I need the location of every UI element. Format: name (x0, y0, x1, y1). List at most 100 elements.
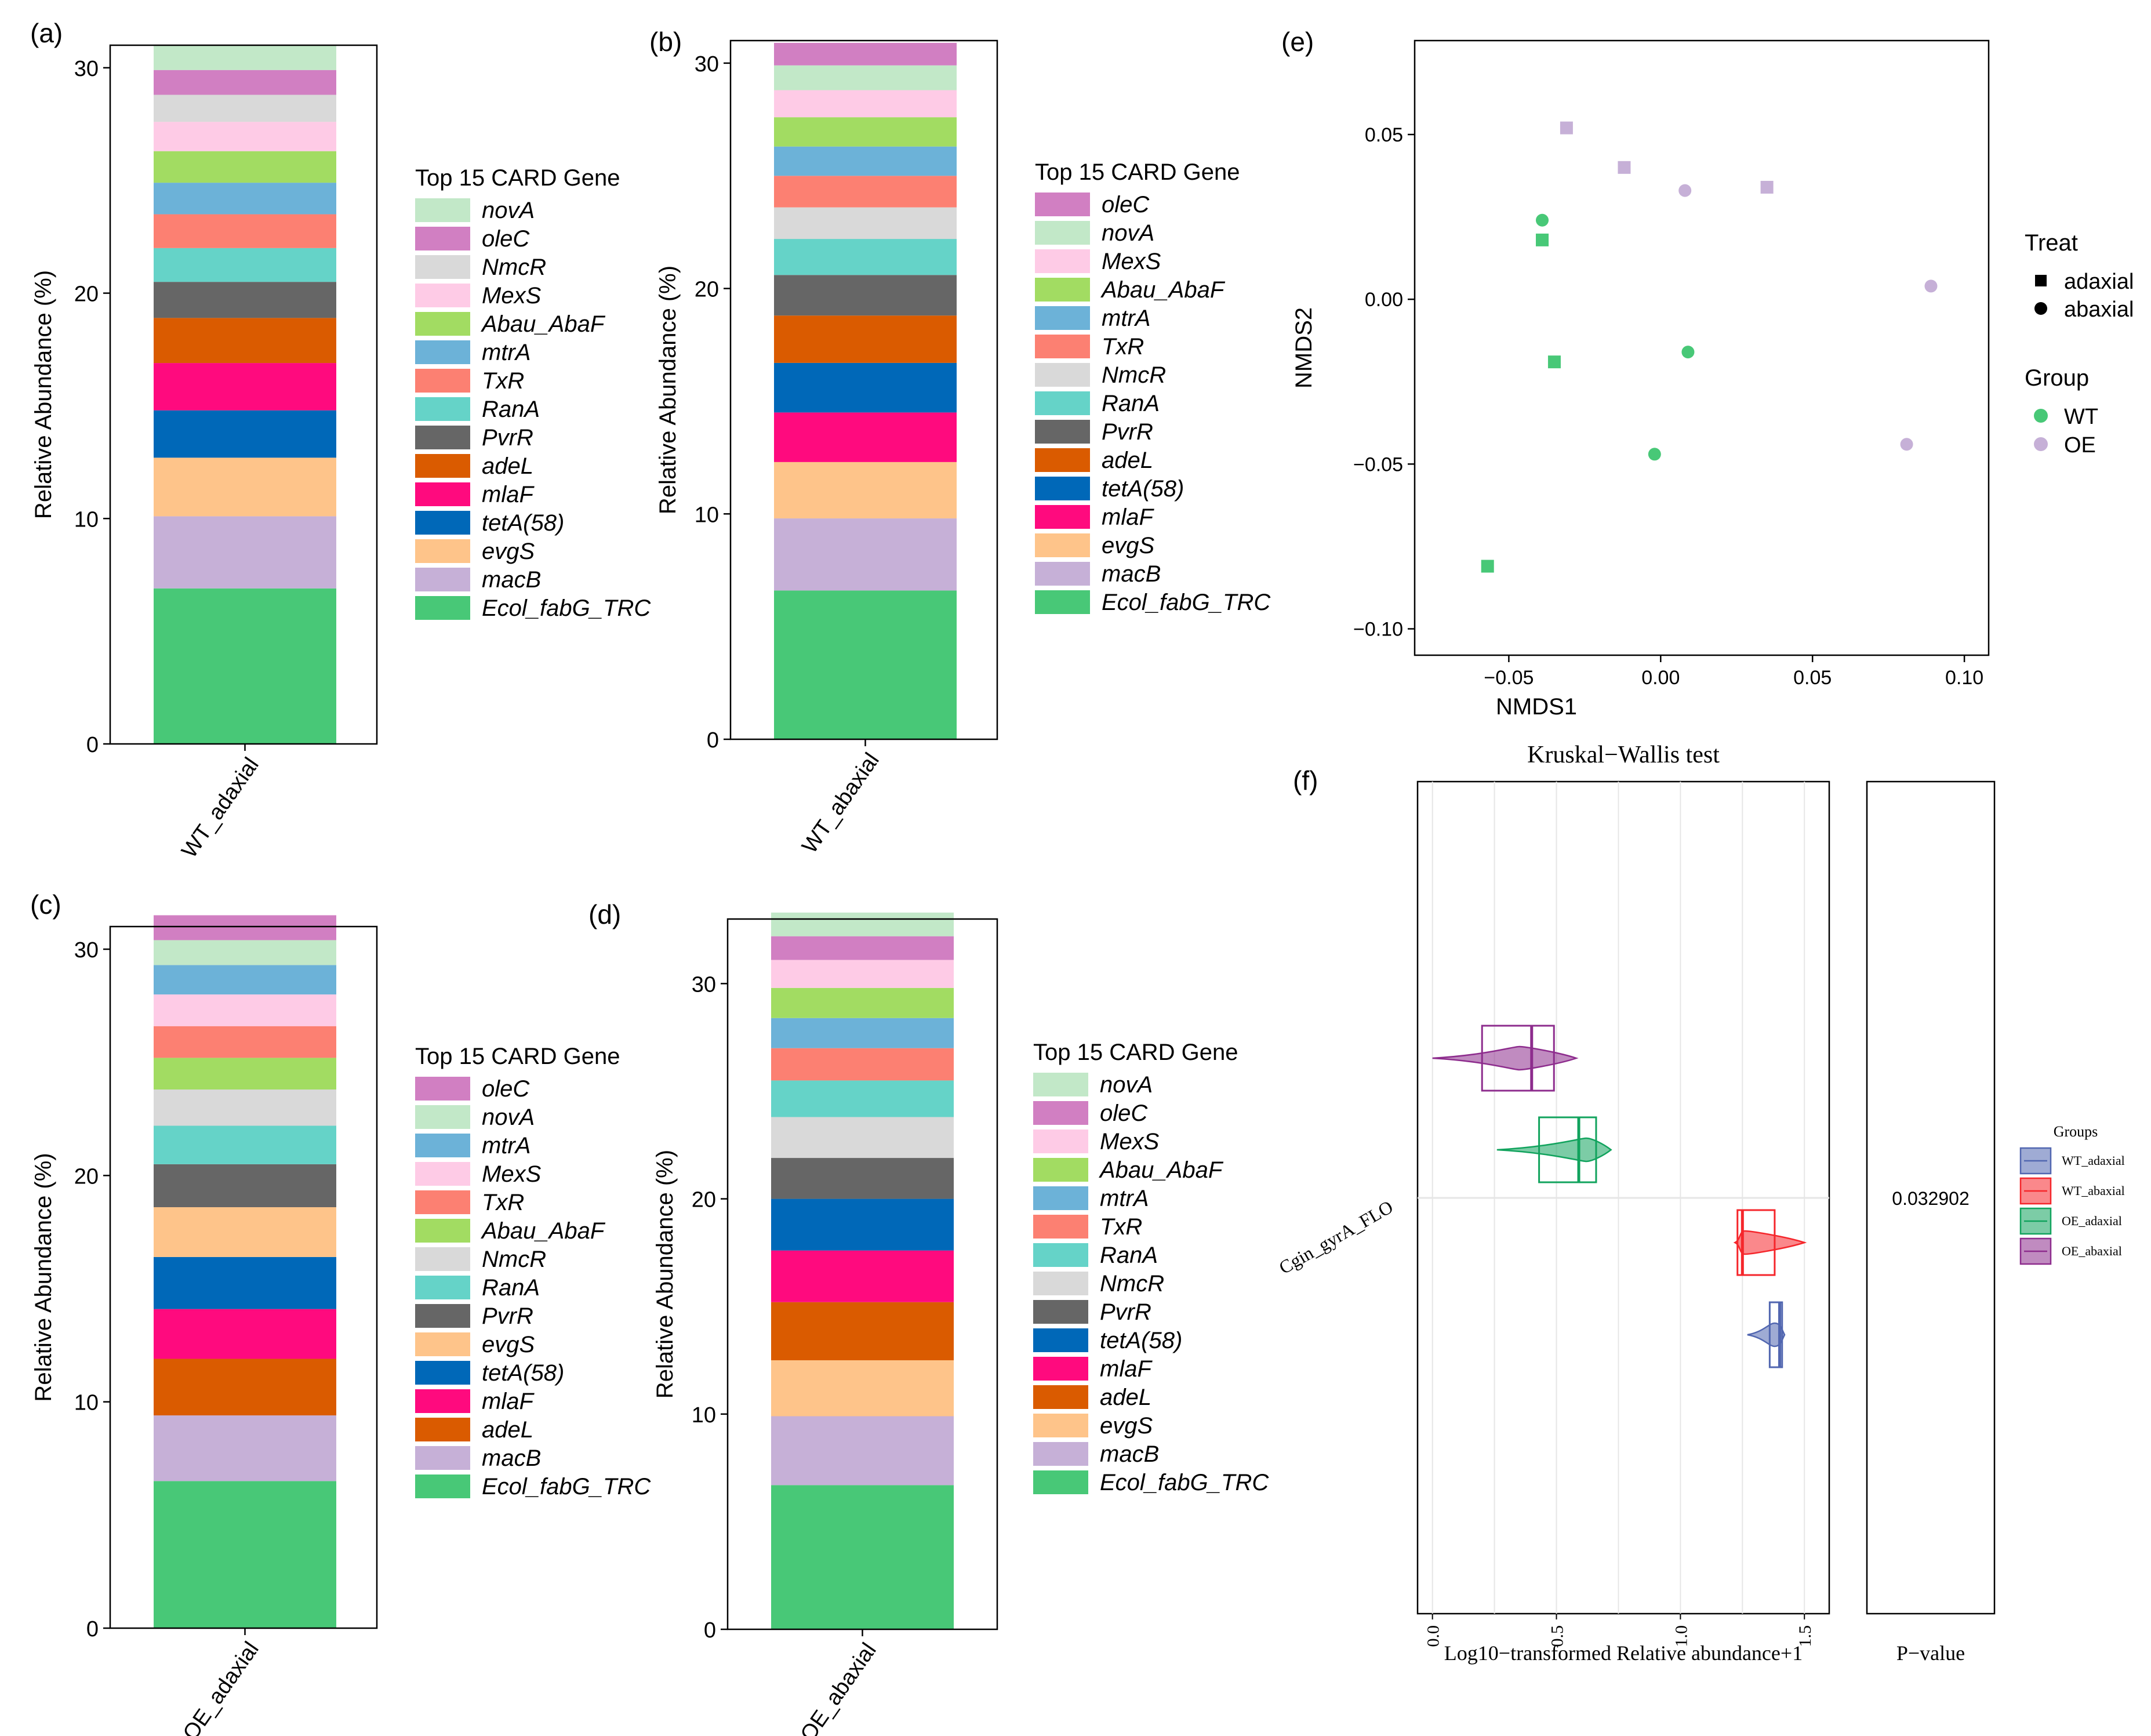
legend-swatch-adeL (1033, 1385, 1088, 1409)
bar-segment-TxR (774, 176, 957, 208)
legend-title: Top 15 CARD Gene (415, 165, 620, 191)
legend-swatch-mlaF (415, 482, 470, 506)
bar-segment-mtrA (154, 183, 336, 215)
legend-label-Abau_AbaF: Abau_AbaF (1099, 1157, 1224, 1183)
legend-label-NmcR: NmcR (482, 1247, 546, 1272)
legend-label-RanA: RanA (482, 1275, 540, 1301)
group-OE_abaxial (1432, 1025, 1579, 1092)
x-category-label: OE_abaxial (796, 1639, 881, 1736)
legend-swatch-adeL (415, 1418, 470, 1441)
violin-shape (1432, 1045, 1579, 1071)
legend-swatch-mlaF (415, 1389, 470, 1413)
plot-frame (109, 925, 378, 1629)
legend-swatch-mtrA (415, 1134, 470, 1157)
panel-label: (c) (30, 889, 61, 920)
legend-swatch-macB (1035, 562, 1090, 586)
legend-swatch-TxR (415, 1190, 470, 1214)
legend-square-marker (2035, 275, 2047, 286)
x-tick-label: 0.05 (1793, 667, 1832, 689)
legend-group-marker (2034, 409, 2048, 423)
y-axis-label: Relative Abundance (%) (652, 1150, 678, 1399)
legend-label-tetA(58): tetA(58) (1102, 476, 1184, 502)
legend-swatch-PvrR (415, 1304, 470, 1328)
bar-segment-Ecol_fabG_TRC (771, 1485, 954, 1629)
legend-label-tetA(58): tetA(58) (482, 1360, 564, 1386)
bar-segment-mtrA (154, 965, 336, 995)
legend-swatch-oleC (415, 227, 470, 250)
legend-swatch-Abau_AbaF (415, 312, 470, 336)
point-WT-abaxial (1536, 213, 1549, 227)
bar-segment-mlaF (771, 1250, 954, 1302)
legend-label-PvrR: PvrR (1100, 1299, 1151, 1325)
panel-f-box-violin: (f) Kruskal−Wallis test 0.0 0.5 1.0 1.5Log10−… (1276, 742, 2125, 1665)
legend-swatch-Ecol_fabG_TRC (1035, 590, 1090, 614)
x-category-label: OE_adaxial (179, 1637, 264, 1736)
legend-group-label: WT (2064, 405, 2098, 429)
x-axis-label: Log10−transformed Relative abundance+1 (1444, 1641, 1803, 1665)
gene-label: Cgin_gyrA_FLO (1276, 1196, 1397, 1278)
legend-label-macB: macB (1100, 1441, 1159, 1467)
panel-d-stacked-bar: (d) 0 10 20 30 OE_abaxial Relative Abundance (… (588, 899, 1269, 1736)
bar-segment-TxR (771, 1048, 954, 1081)
panel-b-stacked-bar: (b) 0 10 20 30 WT_abaxial Relative Abundance (… (649, 27, 1271, 858)
x-category-label: WT_adaxial (177, 753, 263, 862)
group-WT_abaxial (1733, 1209, 1807, 1276)
bar-segment-NmcR (154, 1089, 336, 1126)
legend-swatch-evgS (415, 539, 470, 563)
bar-segment-Ecol_fabG_TRC (154, 1481, 336, 1628)
legend-swatch-MexS (1033, 1130, 1088, 1153)
bar-segment-oleC (771, 936, 954, 960)
legend-label-adeL: adeL (482, 453, 533, 479)
legend-label-Abau_AbaF: Abau_AbaF (481, 311, 606, 337)
bar-segment-RanA (154, 1125, 336, 1164)
x-tick-label: −0.05 (1484, 667, 1534, 689)
panel-label: (f) (1293, 765, 1318, 796)
y-tick-label: 10 (695, 503, 719, 527)
legend-label-MexS: MexS (1102, 249, 1161, 274)
bar-segment-evgS (774, 462, 957, 519)
legend-treat-label: abaxial (2064, 297, 2134, 322)
legend-label: WT_adaxial (2062, 1153, 2125, 1168)
y-axis-label: Relative Abundance (%) (31, 270, 56, 519)
bar-segment-MexS (774, 90, 957, 118)
y-tick-label: 10 (74, 1391, 99, 1415)
y-axis-label: NMDS2 (1291, 307, 1317, 388)
legend-swatch-TxR (415, 369, 470, 393)
legend-label-TxR: TxR (1100, 1214, 1142, 1240)
legend-swatch-mtrA (1035, 306, 1090, 330)
y-tick-label: 30 (692, 972, 716, 997)
legend-label-oleC: oleC (482, 1076, 530, 1102)
x-tick-label: 0.00 (1641, 667, 1680, 689)
y-tick-label: 0 (704, 1618, 716, 1643)
bar-segment-mtrA (774, 146, 957, 176)
legend-swatch-Abau_AbaF (415, 1219, 470, 1243)
x-axis-label: NMDS1 (1496, 694, 1577, 720)
legend-entry-WT_adaxial: WT_adaxial (2019, 1147, 2125, 1175)
legend-label-novA: novA (1100, 1072, 1153, 1098)
legend-swatch-evgS (1035, 533, 1090, 557)
legend-swatch-RanA (1033, 1243, 1088, 1267)
legend-label-RanA: RanA (482, 397, 540, 422)
legend-label-NmcR: NmcR (1100, 1271, 1164, 1296)
legend-swatch-novA (1035, 221, 1090, 245)
bar-segment-Abau_AbaF (154, 151, 336, 183)
legend-swatch-RanA (415, 1276, 470, 1299)
y-tick-label: 0.05 (1365, 124, 1403, 146)
legend-label-evgS: evgS (1100, 1413, 1153, 1439)
legend-swatch-oleC (415, 1077, 470, 1101)
legend-entry-OE_adaxial: OE_adaxial (2019, 1207, 2122, 1235)
bar-segment-TxR (154, 1026, 336, 1058)
bar-segment-adeL (154, 318, 336, 364)
bar-segment-oleC (154, 70, 336, 95)
bar-segment-PvrR (774, 275, 957, 316)
bar-segment-macB (771, 1416, 954, 1486)
legend-label-oleC: oleC (1102, 192, 1150, 217)
legend-swatch-RanA (1035, 391, 1090, 415)
legend-label-Ecol_fabG_TRC: Ecol_fabG_TRC (482, 595, 651, 621)
legend-swatch-novA (1033, 1073, 1088, 1096)
bar-segment-mlaF (154, 363, 336, 411)
legend-swatch-tetA(58) (1033, 1328, 1088, 1352)
legend-treat-title: Treat (2025, 230, 2078, 256)
point-OE-abaxial (1924, 279, 1938, 293)
